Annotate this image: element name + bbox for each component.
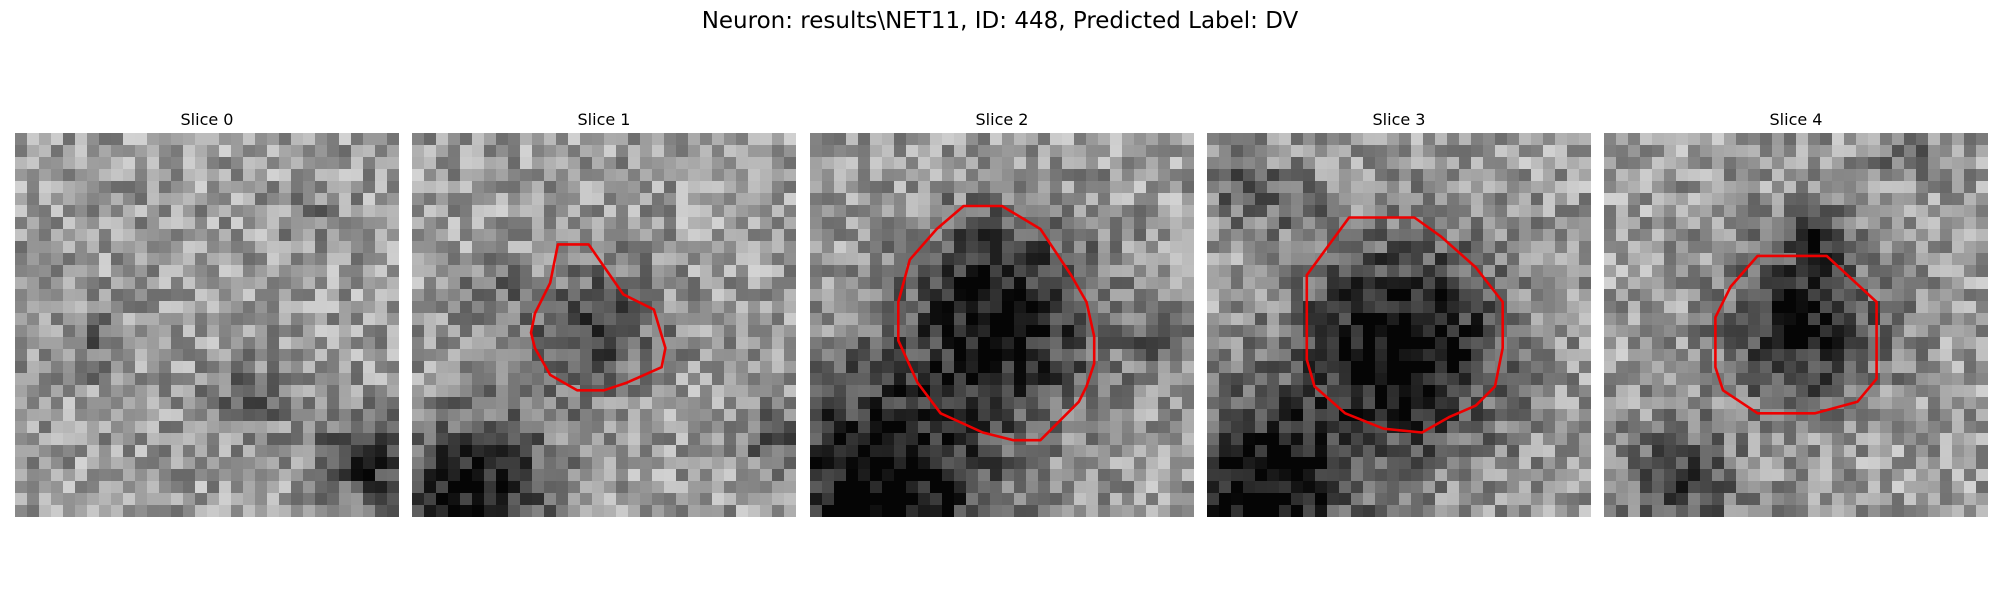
grayscale-tile — [412, 133, 796, 517]
slice-image — [1604, 133, 1988, 517]
slice-title: Slice 2 — [975, 110, 1029, 129]
slice-title: Slice 4 — [1769, 110, 1823, 129]
roi-contour — [1305, 216, 1505, 434]
grayscale-tile — [15, 133, 399, 517]
slice-panel-3: Slice 3 — [1207, 107, 1591, 517]
grayscale-tile — [810, 133, 1194, 517]
slice-image — [810, 133, 1194, 517]
slice-image — [1207, 133, 1591, 517]
slice-panel-2: Slice 2 — [810, 107, 1194, 517]
slice-image — [15, 133, 399, 517]
slice-panel-4: Slice 4 — [1604, 107, 1988, 517]
roi-contour — [529, 243, 667, 392]
slice-panel-1: Slice 1 — [412, 107, 796, 517]
grayscale-tile — [1207, 133, 1591, 517]
roi-contour — [897, 204, 1096, 442]
slice-title: Slice 1 — [577, 110, 631, 129]
slice-title: Slice 3 — [1372, 110, 1426, 129]
slice-title: Slice 0 — [180, 110, 234, 129]
slice-image — [412, 133, 796, 517]
figure-title: Neuron: results\NET11, ID: 448, Predicte… — [701, 8, 1299, 34]
roi-contour — [1714, 254, 1878, 415]
grayscale-tile — [1604, 133, 1988, 517]
slice-panel-0: Slice 0 — [15, 107, 399, 517]
